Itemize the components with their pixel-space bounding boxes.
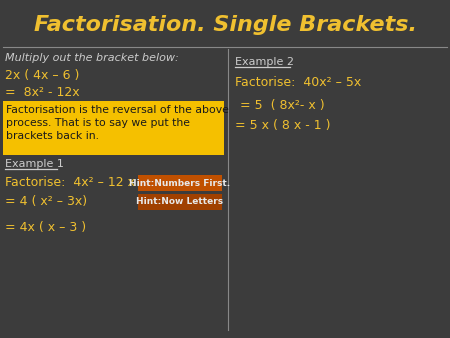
Text: Factorise:  4x² – 12 x: Factorise: 4x² – 12 x <box>5 176 135 190</box>
Text: Factorisation is the reversal of the above
process. That is to say we put the
br: Factorisation is the reversal of the abo… <box>6 105 229 141</box>
FancyBboxPatch shape <box>138 175 222 191</box>
Text: Example 2: Example 2 <box>235 57 294 67</box>
Text: = 5  ( 8x²- x ): = 5 ( 8x²- x ) <box>240 99 324 113</box>
FancyBboxPatch shape <box>138 194 222 210</box>
Text: Example 1: Example 1 <box>5 159 64 169</box>
FancyBboxPatch shape <box>3 101 224 155</box>
Text: Factorisation. Single Brackets.: Factorisation. Single Brackets. <box>33 15 417 35</box>
Text: = 4 ( x² – 3x): = 4 ( x² – 3x) <box>5 195 87 209</box>
Text: = 4x ( x – 3 ): = 4x ( x – 3 ) <box>5 221 86 235</box>
Text: =  8x² - 12x: = 8x² - 12x <box>5 87 80 99</box>
Text: = 5 x ( 8 x - 1 ): = 5 x ( 8 x - 1 ) <box>235 120 330 132</box>
Text: Hint:Now Letters: Hint:Now Letters <box>136 197 224 207</box>
Text: Multiply out the bracket below:: Multiply out the bracket below: <box>5 53 179 63</box>
Text: Hint:Numbers First.: Hint:Numbers First. <box>130 178 230 188</box>
Text: Factorise:  40x² – 5x: Factorise: 40x² – 5x <box>235 76 361 90</box>
Text: 2x ( 4x – 6 ): 2x ( 4x – 6 ) <box>5 70 79 82</box>
